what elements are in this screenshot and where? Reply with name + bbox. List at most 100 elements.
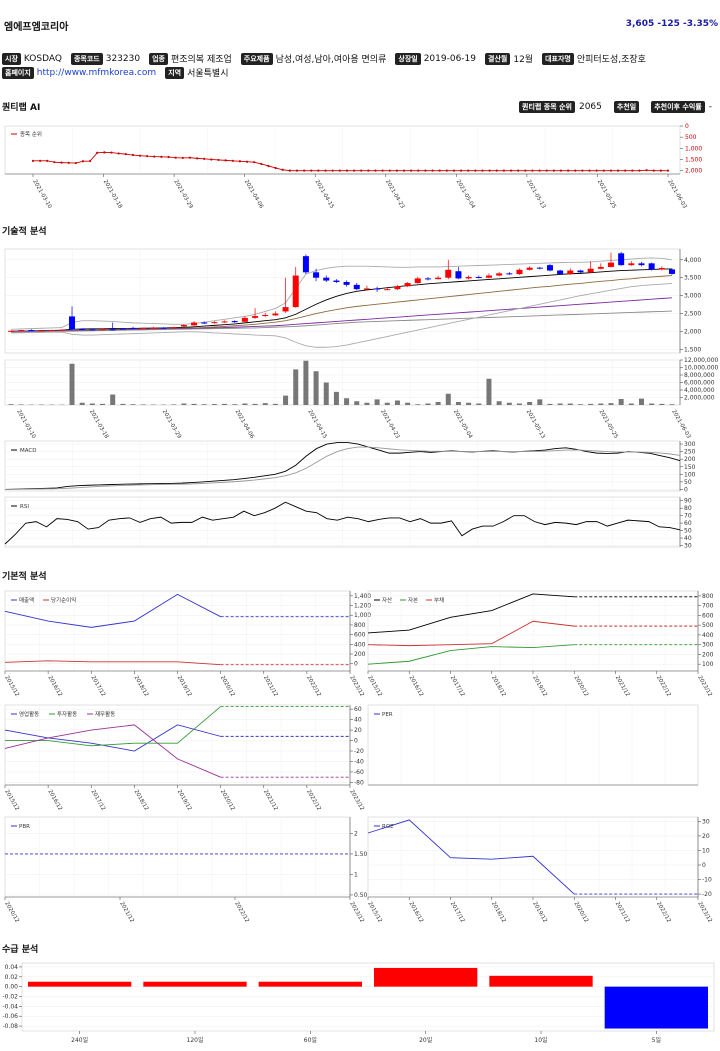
volume-bar: [140, 404, 146, 405]
volume-bar: [130, 404, 136, 405]
rank-point: [224, 159, 227, 162]
y-tick-label: 0.04: [5, 964, 19, 971]
legend-label: 부채: [434, 596, 444, 604]
candle-body: [435, 277, 442, 280]
y-tick-label: 40: [684, 535, 692, 542]
y-tick-label: -20: [354, 748, 364, 755]
x-tick-label: 2016/12: [408, 675, 425, 698]
rank-point: [288, 169, 291, 172]
x-tick-label: 2023/12: [348, 789, 365, 812]
market-tag: 시장: [2, 52, 21, 65]
cashflow-series-line: [4, 724, 221, 778]
rank-point: [588, 169, 591, 172]
ceo-value: 안피터도성,조장호: [576, 55, 646, 65]
y-tick-label: -0.06: [2, 1013, 18, 1020]
y-tick-label: 6,000,000: [684, 380, 715, 387]
balance-series-line: [367, 620, 575, 647]
rank-point: [538, 169, 541, 172]
volume-bar: [354, 401, 360, 405]
rank-point: [652, 169, 655, 172]
volume-bar: [415, 404, 421, 405]
candle-body: [69, 316, 76, 330]
volume-bar: [18, 404, 24, 405]
y-tick-label: 250: [684, 449, 696, 456]
y-tick-label: 100: [702, 661, 714, 668]
y-tick-label: 2,500: [684, 311, 701, 318]
volume-bar: [8, 404, 14, 405]
company-info-row-2: 홈페이지 http://www.mfmkorea.com 지역 서울특별시: [2, 66, 235, 79]
volume-bar: [242, 403, 248, 405]
y-tick-label: 0: [684, 486, 688, 493]
volume-bar: [394, 400, 400, 405]
rank-point: [324, 169, 327, 172]
industry-value: 편조의복 제조업: [170, 55, 232, 65]
homepage-tag: 홈페이지: [2, 66, 34, 79]
legend-label: PBR: [19, 824, 30, 830]
candle-body: [58, 329, 65, 331]
rank-point: [417, 169, 420, 172]
cashflow-series-line: [5, 706, 221, 747]
rank-point: [138, 154, 142, 157]
volume-bar: [252, 403, 258, 405]
legend-label: 투자활동: [57, 710, 77, 718]
rank-point: [602, 169, 605, 172]
rank-point: [424, 169, 427, 172]
volume-bar: [588, 403, 594, 405]
x-tick-label: 2015/12: [3, 675, 20, 698]
volume-bar: [547, 403, 553, 405]
volume-bar: [466, 402, 472, 405]
rank-point: [374, 169, 377, 172]
x-tick-label: 2021-06-03: [666, 179, 687, 210]
section-supply-title: 수급 분석: [2, 945, 39, 955]
candle-body: [506, 273, 513, 275]
rank-point: [67, 161, 70, 164]
y-tick-label: 300: [684, 441, 696, 448]
candle-body: [170, 327, 177, 329]
code-tag: 종목코드: [70, 52, 103, 65]
y-tick-label: 70: [684, 513, 692, 520]
rank-point: [338, 169, 341, 172]
rank-point: [53, 161, 56, 164]
candle-body: [302, 256, 309, 273]
volume-bar: [384, 402, 390, 405]
x-tick-label: 2015/12: [3, 789, 20, 812]
x-tick-label: 2022/12: [655, 675, 672, 698]
y-tick-label: 600: [354, 632, 366, 639]
x-tick-label: 240일: [71, 1036, 88, 1044]
rank-point: [253, 161, 256, 164]
y-tick-label: 0.02: [5, 974, 19, 981]
candle-body: [119, 328, 126, 330]
balance-chart: 100 200 300 400 500 600 700 800 자산 자본 부채 2015/12 201…: [366, 590, 714, 698]
ai-rank-box: 퀀티랩 종목 순위 2065 추천일 추천이후 수익률 -: [519, 101, 712, 113]
candle-body: [536, 267, 543, 269]
candle-body: [516, 269, 523, 275]
rank-line: [33, 151, 668, 172]
x-tick-label: 2021/12: [614, 675, 631, 698]
y-tick-label: 2: [354, 830, 358, 837]
x-tick-label: 5일: [652, 1036, 661, 1044]
rsi-line: [4, 501, 681, 545]
rank-point: [317, 169, 320, 172]
y-tick-label: 60: [354, 706, 362, 713]
rank-point: [231, 159, 234, 162]
y-tick-label: 1,000: [685, 145, 702, 152]
rank-point: [431, 169, 434, 172]
candle-body: [8, 330, 14, 332]
candle-body: [618, 253, 625, 266]
candle-body: [79, 328, 86, 330]
rank-point: [438, 169, 441, 172]
rank-point: [345, 169, 349, 172]
overlay-ma-longest: [10, 310, 673, 333]
volume-bar: [89, 403, 95, 405]
rank-point: [452, 169, 456, 172]
x-tick-label: 2018/12: [133, 675, 150, 698]
legend-label: 재무활동: [95, 710, 115, 718]
homepage-link[interactable]: http://www.mfmkorea.com: [36, 67, 157, 78]
y-tick-label: 40: [354, 717, 362, 724]
rank-point: [153, 155, 156, 158]
overlay-ma-long: [10, 297, 673, 332]
rank-point: [495, 169, 498, 172]
volume-bar: [608, 403, 614, 405]
